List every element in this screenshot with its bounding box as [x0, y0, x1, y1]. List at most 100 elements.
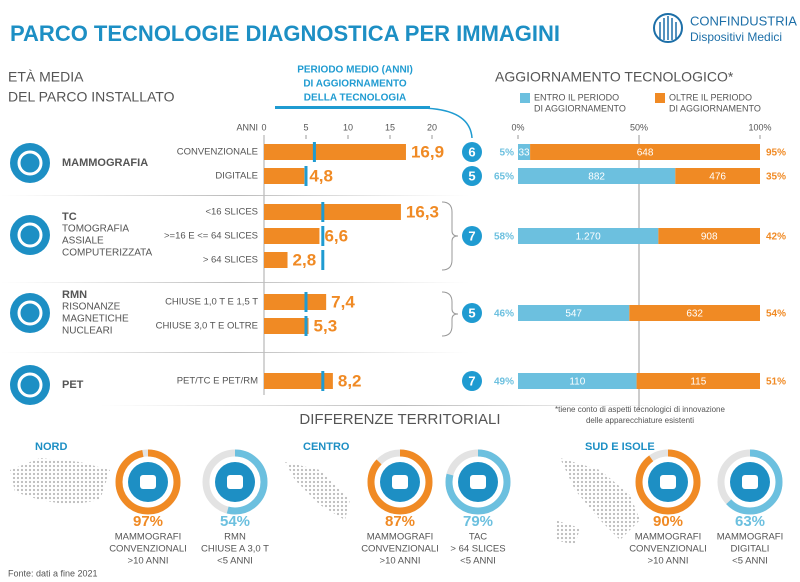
period-value: 7 [468, 228, 475, 243]
x-tick-label: 0% [511, 122, 524, 132]
region-name: CENTRO [303, 441, 350, 453]
brand-sub: Dispositivi Medici [690, 30, 782, 44]
donut-caption: MAMMOGRAFI [367, 532, 434, 543]
separator [0, 195, 470, 196]
donut-value: 79% [463, 513, 493, 530]
group-name: ASSIALE [62, 236, 104, 247]
donut-icon [470, 475, 486, 489]
region-name: NORD [35, 441, 67, 453]
bar [264, 228, 320, 244]
x-tick-label: 100% [748, 122, 771, 132]
bar-segment [658, 228, 760, 244]
x-tick-label: 10 [343, 122, 353, 132]
group-name: RISONANZE [62, 302, 121, 313]
count-label: 632 [686, 309, 703, 320]
left-title: ETÀ MEDIA [8, 69, 84, 85]
value-label: 7,4 [331, 292, 355, 311]
count-label: 882 [588, 172, 605, 183]
separator [0, 282, 470, 283]
bar-segment [675, 168, 760, 184]
bar-segment [636, 373, 760, 389]
bar [264, 168, 305, 184]
count-label: 908 [701, 232, 718, 243]
count-label: 110 [569, 377, 585, 388]
donut-arc [445, 449, 511, 515]
donut-caption: MAMMOGRAFI [635, 532, 702, 543]
percent-label: 35% [766, 172, 786, 183]
group-name: TOMOGRAFIA [62, 224, 129, 235]
legend-label: OLTRE IL PERIODO [669, 92, 752, 102]
source: Fonte: dati a fine 2021 [8, 568, 98, 578]
bar-segment [518, 144, 531, 160]
territorial-title: DIFFERENZE TERRITORIALI [299, 411, 500, 428]
count-label: 476 [709, 172, 726, 183]
logo [653, 13, 683, 43]
period-badge [462, 142, 482, 162]
region-name: SUD E ISOLE [585, 441, 655, 453]
donut-caption: CHIUSE A 3,0 T [201, 544, 269, 555]
period-value: 5 [468, 168, 475, 183]
period-badge [462, 226, 482, 246]
donut-caption: DIGITALI [731, 544, 770, 555]
value-label: 16,9 [411, 142, 444, 161]
category-label: DIGITALE [215, 171, 258, 182]
bar-segment [518, 373, 637, 389]
bar-segment [518, 168, 676, 184]
period-title: DI AGGIORNAMENTO [303, 79, 407, 90]
period-title: DELLA TECNOLOGIA [304, 93, 406, 104]
period-badge [462, 371, 482, 391]
x-tick-label: 20 [427, 122, 437, 132]
group-name: TC [62, 211, 77, 223]
percent-label: 51% [766, 377, 786, 388]
legend-label: ENTRO IL PERIODO [534, 92, 619, 102]
donut-caption: >10 ANNI [380, 556, 421, 567]
group-icon [17, 372, 43, 398]
bar [264, 204, 401, 220]
donut-value: 97% [133, 513, 163, 530]
group-icon [10, 215, 50, 255]
donut-caption: MAMMOGRAFI [115, 532, 182, 543]
note: delle apparecchiature esistenti [586, 416, 694, 425]
x-tick-label: 5 [303, 122, 308, 132]
period-marker [304, 292, 308, 312]
count-label: 547 [565, 309, 582, 320]
right-title: AGGIORNAMENTO TECNOLOGICO* [495, 69, 734, 85]
donut-value: 63% [735, 513, 765, 530]
period-marker [321, 250, 325, 270]
count-label: 33 [518, 148, 530, 159]
axis-label: ANNI [236, 122, 258, 132]
donut-value: 54% [220, 513, 250, 530]
group-name: MAMMOGRAFIA [62, 157, 148, 169]
donut-icon [140, 475, 156, 489]
period-marker [321, 371, 325, 391]
donut-icon [660, 475, 676, 489]
donut-caption: >10 ANNI [128, 556, 169, 567]
value-label: 2,8 [293, 250, 317, 269]
percent-label: 49% [494, 377, 514, 388]
group-name: NUCLEARI [62, 326, 113, 337]
bar [264, 318, 309, 334]
period-marker [321, 202, 325, 222]
brace [441, 201, 459, 271]
value-label: 5,3 [314, 316, 338, 335]
donut-icon [392, 475, 408, 489]
count-label: 1.270 [576, 232, 601, 243]
note: *tiene conto di aspetti tecnologici di i… [555, 405, 725, 414]
category-label: >=16 E <= 64 SLICES [164, 231, 258, 242]
category-label: CONVENZIONALE [177, 147, 258, 158]
donut-caption: RMN [224, 532, 246, 543]
page-title: PARCO TECNOLOGIE DIAGNOSTICA PER IMMAGIN… [10, 21, 560, 46]
legend-swatch [655, 93, 665, 103]
legend-label: DI AGGIORNAMENTO [534, 103, 626, 113]
count-label: 648 [637, 148, 654, 159]
left-title: DEL PARCO INSTALLATO [8, 89, 175, 105]
category-label: CHIUSE 3,0 T E OLTRE [156, 321, 258, 332]
period-marker [304, 166, 308, 186]
percent-label: 5% [500, 148, 515, 159]
group-icon [10, 365, 50, 405]
percent-label: 65% [494, 172, 514, 183]
group-name: COMPUTERIZZATA [62, 248, 153, 259]
percent-label: 54% [766, 309, 786, 320]
period-title: PERIODO MEDIO (ANNI) [297, 65, 413, 76]
bar-segment [530, 144, 760, 160]
